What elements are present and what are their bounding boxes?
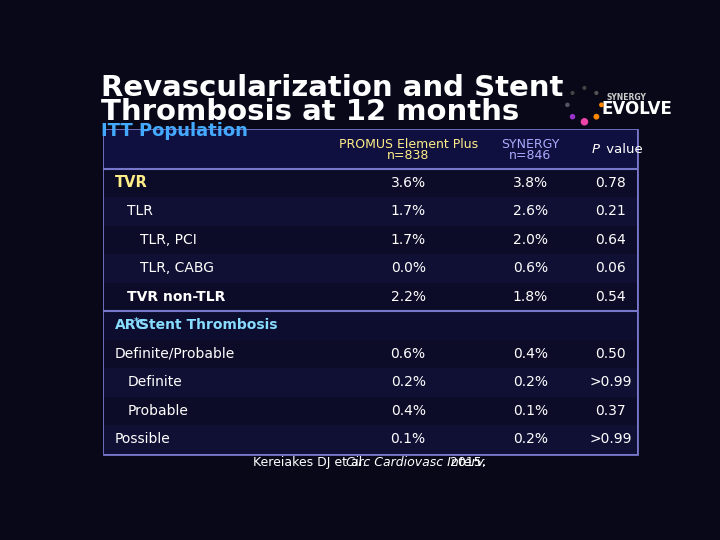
Text: 0.2%: 0.2%: [513, 375, 548, 389]
Text: Stent Thrombosis: Stent Thrombosis: [139, 319, 277, 333]
Text: 0.2%: 0.2%: [391, 375, 426, 389]
Text: Circ Cardiovasc Interv.: Circ Cardiovasc Interv.: [346, 456, 487, 469]
Text: TVR: TVR: [114, 176, 148, 191]
Text: Possible: Possible: [114, 433, 171, 447]
Bar: [104, 168, 637, 197]
Text: *: *: [134, 318, 139, 327]
Bar: [104, 254, 637, 283]
Text: 0.2%: 0.2%: [513, 433, 548, 447]
Text: 0.4%: 0.4%: [391, 404, 426, 418]
Text: TLR, CABG: TLR, CABG: [140, 261, 214, 275]
Bar: [104, 226, 637, 254]
Text: 2.0%: 2.0%: [513, 233, 548, 247]
Text: 0.37: 0.37: [595, 404, 626, 418]
Text: 0.64: 0.64: [595, 233, 626, 247]
Text: TLR: TLR: [127, 205, 153, 219]
Circle shape: [570, 114, 575, 119]
Circle shape: [571, 92, 574, 94]
Text: 3.6%: 3.6%: [390, 176, 426, 190]
Circle shape: [595, 92, 598, 94]
Text: PROMUS Element Plus: PROMUS Element Plus: [338, 138, 477, 151]
Text: 0.54: 0.54: [595, 290, 626, 304]
Circle shape: [566, 103, 569, 106]
Text: value: value: [601, 143, 642, 156]
Circle shape: [600, 103, 603, 106]
Circle shape: [583, 86, 586, 89]
Text: 0.78: 0.78: [595, 176, 626, 190]
Text: ITT Population: ITT Population: [101, 122, 248, 140]
Text: Revascularization and Stent: Revascularization and Stent: [101, 74, 563, 102]
Text: 1.7%: 1.7%: [390, 233, 426, 247]
Text: 0.50: 0.50: [595, 347, 626, 361]
Text: 0.1%: 0.1%: [390, 433, 426, 447]
Text: 1.7%: 1.7%: [390, 205, 426, 219]
Text: Definite/Probable: Definite/Probable: [114, 347, 235, 361]
Bar: [104, 130, 637, 454]
Text: EVOLVE: EVOLVE: [601, 100, 672, 118]
Text: 2.6%: 2.6%: [513, 205, 548, 219]
Text: 2.2%: 2.2%: [391, 290, 426, 304]
Text: 0.06: 0.06: [595, 261, 626, 275]
Bar: [104, 130, 637, 168]
Bar: [104, 197, 637, 226]
Text: SYNERGY: SYNERGY: [606, 93, 646, 102]
Bar: [104, 340, 637, 368]
Bar: [104, 397, 637, 425]
Text: >0.99: >0.99: [590, 375, 632, 389]
Text: 2015;: 2015;: [446, 456, 486, 469]
Text: 1.8%: 1.8%: [513, 290, 548, 304]
Bar: [104, 283, 637, 311]
Bar: [104, 311, 637, 340]
Text: 0.4%: 0.4%: [513, 347, 548, 361]
Text: >0.99: >0.99: [590, 433, 632, 447]
Text: ARC: ARC: [114, 319, 147, 333]
Circle shape: [581, 119, 588, 125]
Text: P: P: [592, 143, 600, 156]
Text: Probable: Probable: [127, 404, 188, 418]
Text: 0.21: 0.21: [595, 205, 626, 219]
Text: TLR, PCI: TLR, PCI: [140, 233, 197, 247]
Text: 0.6%: 0.6%: [513, 261, 548, 275]
Text: 0.6%: 0.6%: [390, 347, 426, 361]
Text: 0.0%: 0.0%: [391, 261, 426, 275]
Bar: [104, 425, 637, 454]
Text: TVR non-TLR: TVR non-TLR: [127, 290, 225, 304]
Text: n=838: n=838: [387, 149, 429, 162]
Text: 3.8%: 3.8%: [513, 176, 548, 190]
Text: n=846: n=846: [509, 149, 552, 162]
Text: 0.1%: 0.1%: [513, 404, 548, 418]
Text: Kereiakes DJ et al.: Kereiakes DJ et al.: [253, 456, 370, 469]
Bar: [104, 368, 637, 397]
Text: Definite: Definite: [127, 375, 182, 389]
Text: SYNERGY: SYNERGY: [501, 138, 559, 151]
Text: Thrombosis at 12 months: Thrombosis at 12 months: [101, 98, 519, 126]
Circle shape: [594, 114, 598, 119]
